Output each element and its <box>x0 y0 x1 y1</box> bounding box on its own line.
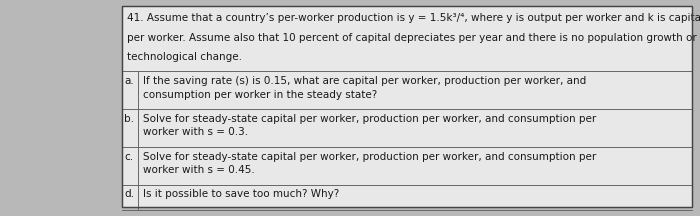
Text: a.: a. <box>124 76 134 86</box>
Text: b.: b. <box>124 114 134 124</box>
Text: If the saving rate (s) is 0.15, what are capital per worker, production per work: If the saving rate (s) is 0.15, what are… <box>143 76 586 86</box>
Bar <box>122 6 692 207</box>
Text: Solve for steady-state capital per worker, production per worker, and consumptio: Solve for steady-state capital per worke… <box>143 152 596 162</box>
Text: worker with s = 0.45.: worker with s = 0.45. <box>143 165 255 175</box>
Text: 41. Assume that a country’s per-worker production is y = 1.5k³/⁴, where y is out: 41. Assume that a country’s per-worker p… <box>127 13 700 23</box>
Text: d.: d. <box>124 189 134 199</box>
Text: Solve for steady-state capital per worker, production per worker, and consumptio: Solve for steady-state capital per worke… <box>143 114 596 124</box>
Bar <box>122 6 692 207</box>
Text: consumption per worker in the steady state?: consumption per worker in the steady sta… <box>143 90 377 100</box>
Text: Is it possible to save too much? Why?: Is it possible to save too much? Why? <box>143 189 339 199</box>
Text: per worker. Assume also that 10 percent of capital depreciates per year and ther: per worker. Assume also that 10 percent … <box>127 33 697 43</box>
Text: technological change.: technological change. <box>127 52 242 62</box>
Text: c.: c. <box>124 152 133 162</box>
Text: worker with s = 0.3.: worker with s = 0.3. <box>143 127 248 137</box>
